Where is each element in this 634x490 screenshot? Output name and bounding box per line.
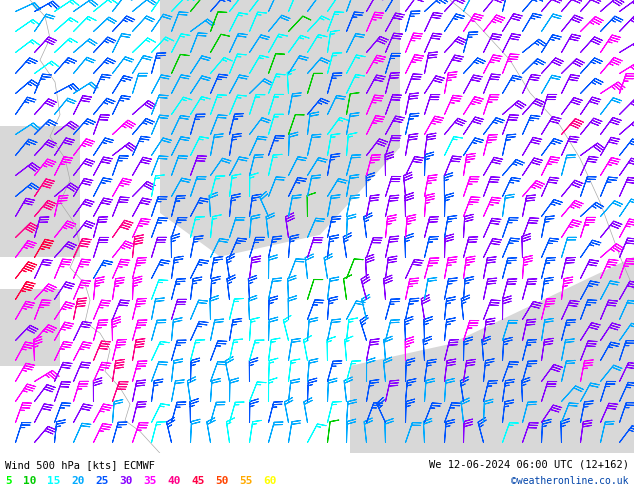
Polygon shape	[160, 0, 400, 257]
Text: 35: 35	[143, 476, 157, 486]
Text: Wind 500 hPa [kts] ECMWF: Wind 500 hPa [kts] ECMWF	[5, 460, 155, 470]
Text: 55: 55	[240, 476, 253, 486]
Text: 45: 45	[191, 476, 205, 486]
Text: 25: 25	[95, 476, 108, 486]
Polygon shape	[200, 0, 370, 38]
Text: 50: 50	[216, 476, 229, 486]
Text: 15: 15	[47, 476, 60, 486]
Text: 30: 30	[119, 476, 133, 486]
Text: 20: 20	[71, 476, 84, 486]
Text: 5: 5	[5, 476, 12, 486]
Text: 10: 10	[23, 476, 36, 486]
Text: 60: 60	[264, 476, 277, 486]
Polygon shape	[0, 290, 60, 366]
Text: We 12-06-2024 06:00 UTC (12+162): We 12-06-2024 06:00 UTC (12+162)	[429, 460, 629, 470]
Polygon shape	[0, 125, 80, 257]
Polygon shape	[350, 257, 634, 453]
Text: ©weatheronline.co.uk: ©weatheronline.co.uk	[512, 476, 629, 486]
Text: 40: 40	[167, 476, 181, 486]
